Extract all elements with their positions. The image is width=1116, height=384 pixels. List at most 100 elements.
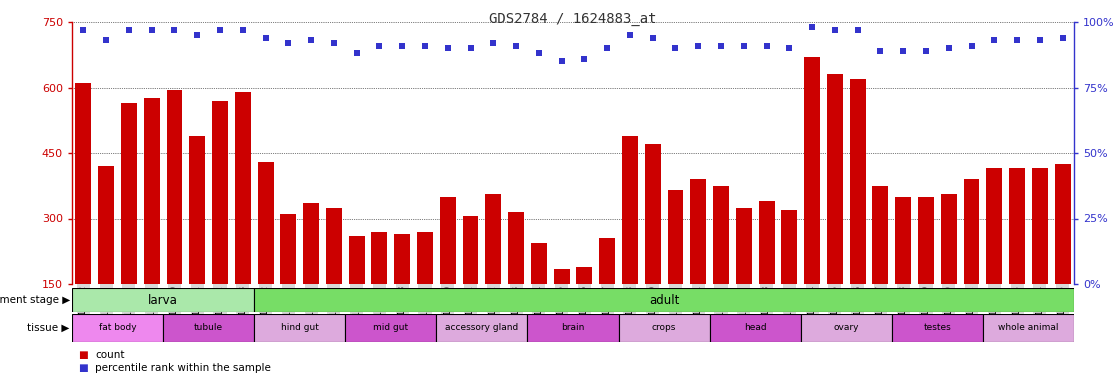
Bar xyxy=(394,234,411,349)
Point xyxy=(211,27,229,33)
Bar xyxy=(987,168,1002,349)
Bar xyxy=(941,194,956,349)
Point xyxy=(484,40,502,46)
Point xyxy=(804,24,821,30)
Bar xyxy=(98,166,114,349)
Bar xyxy=(345,314,436,342)
Text: larva: larva xyxy=(148,293,179,306)
Point xyxy=(348,50,366,56)
Point xyxy=(325,40,343,46)
Bar xyxy=(166,90,182,349)
Bar xyxy=(121,103,137,349)
Bar xyxy=(372,232,387,349)
Bar xyxy=(417,232,433,349)
Point xyxy=(439,45,456,51)
Point xyxy=(393,43,411,49)
Bar xyxy=(892,314,983,342)
Bar xyxy=(76,83,92,349)
Bar xyxy=(144,98,160,349)
Bar xyxy=(163,314,254,342)
Bar xyxy=(304,203,319,349)
Point xyxy=(75,27,93,33)
Bar xyxy=(599,238,615,349)
Bar xyxy=(326,208,341,349)
Bar xyxy=(258,162,273,349)
Bar xyxy=(234,92,251,349)
Bar xyxy=(827,74,843,349)
Bar xyxy=(895,197,911,349)
Point xyxy=(872,48,889,54)
Point xyxy=(507,43,525,49)
Point xyxy=(552,58,570,65)
Point xyxy=(1031,37,1049,43)
Point xyxy=(371,43,388,49)
Text: tissue ▶: tissue ▶ xyxy=(28,323,70,333)
Bar xyxy=(1009,168,1024,349)
Bar xyxy=(735,208,752,349)
Bar xyxy=(618,314,710,342)
Point xyxy=(121,27,138,33)
Point xyxy=(234,27,252,33)
Bar xyxy=(873,186,888,349)
Text: development stage ▶: development stage ▶ xyxy=(0,295,70,305)
Bar xyxy=(800,314,892,342)
Bar xyxy=(73,314,163,342)
Bar xyxy=(254,314,345,342)
Text: brain: brain xyxy=(561,323,585,333)
Bar xyxy=(963,179,980,349)
Bar xyxy=(485,194,501,349)
Text: ■: ■ xyxy=(78,363,87,373)
Point xyxy=(644,35,662,41)
Bar xyxy=(781,210,797,349)
Bar xyxy=(713,186,729,349)
Bar xyxy=(531,243,547,349)
Point xyxy=(598,45,616,51)
Point xyxy=(97,37,115,43)
Text: head: head xyxy=(744,323,767,333)
Bar xyxy=(849,79,866,349)
Point xyxy=(985,37,1003,43)
Point xyxy=(894,48,912,54)
Point xyxy=(165,27,183,33)
Bar xyxy=(348,236,365,349)
Bar xyxy=(280,214,297,349)
Point xyxy=(257,35,275,41)
Bar xyxy=(1032,168,1048,349)
Bar xyxy=(983,314,1074,342)
Point xyxy=(758,43,776,49)
Text: fat body: fat body xyxy=(98,323,136,333)
Point xyxy=(189,32,206,38)
Bar xyxy=(462,216,479,349)
Point xyxy=(666,45,684,51)
Bar xyxy=(254,288,1074,312)
Point xyxy=(826,27,844,33)
Bar xyxy=(918,197,934,349)
Text: accessory gland: accessory gland xyxy=(445,323,519,333)
Bar xyxy=(759,201,775,349)
Text: crops: crops xyxy=(652,323,676,333)
Point xyxy=(712,43,730,49)
Bar xyxy=(691,179,706,349)
Point xyxy=(780,45,798,51)
Text: whole animal: whole animal xyxy=(998,323,1059,333)
Point xyxy=(143,27,161,33)
Text: mid gut: mid gut xyxy=(373,323,408,333)
Bar xyxy=(508,212,525,349)
Point xyxy=(279,40,297,46)
Bar xyxy=(528,314,618,342)
Text: testes: testes xyxy=(923,323,951,333)
Bar xyxy=(554,269,569,349)
Bar xyxy=(1055,164,1070,349)
Point xyxy=(1008,37,1026,43)
Text: count: count xyxy=(96,350,125,360)
Bar xyxy=(436,314,528,342)
Bar xyxy=(212,101,228,349)
Text: tubule: tubule xyxy=(194,323,223,333)
Bar xyxy=(190,136,205,349)
Text: percentile rank within the sample: percentile rank within the sample xyxy=(96,363,271,373)
Point xyxy=(849,27,867,33)
Point xyxy=(576,56,594,62)
Bar xyxy=(577,266,593,349)
Point xyxy=(530,50,548,56)
Point xyxy=(620,32,638,38)
